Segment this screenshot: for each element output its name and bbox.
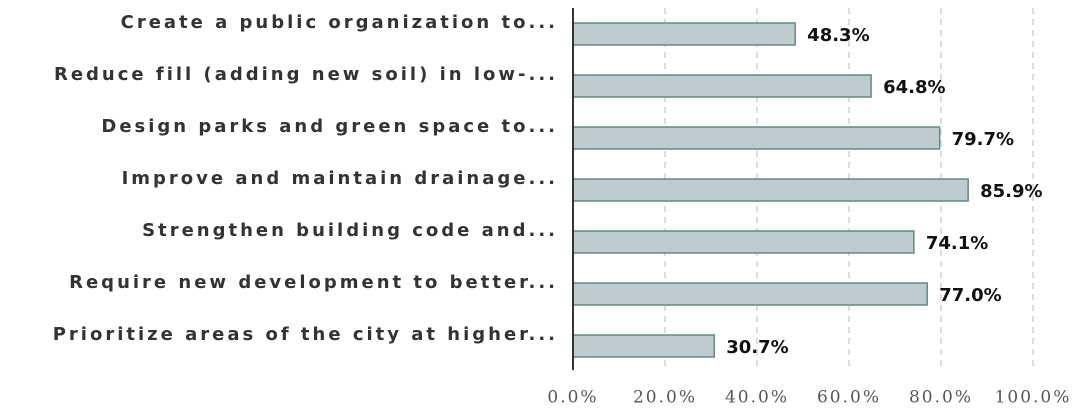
bar [572,74,872,98]
value-label: 79.7% [952,129,1014,150]
x-tick-label: 60.0% [817,388,881,408]
bar [572,22,796,46]
category-label: Reduce fill (adding new soil) in low-... [54,64,558,85]
bar [572,282,928,306]
value-label: 48.3% [807,25,869,46]
value-label: 64.8% [883,77,945,98]
bar [572,334,715,358]
bar [572,126,941,150]
value-label: 85.9% [980,181,1042,202]
value-label: 74.1% [926,233,988,254]
category-label: Design parks and green space to... [101,116,558,137]
value-label: 77.0% [939,285,1001,306]
category-label: Prioritize areas of the city at higher..… [53,324,558,345]
x-tick-label: 40.0% [725,388,789,408]
x-tick-label: 20.0% [633,388,697,408]
x-tick-label: 100.0% [995,388,1072,408]
value-label: 30.7% [726,337,788,358]
bar [572,178,969,202]
category-label: Require new development to better... [69,272,558,293]
x-tick-label: 0.0% [547,388,598,408]
category-label: Improve and maintain drainage... [122,168,558,189]
category-label: Create a public organization to... [121,12,558,33]
bar [572,230,915,254]
x-tick-label: 80.0% [909,388,973,408]
category-label: Strengthen building code and... [142,220,558,241]
